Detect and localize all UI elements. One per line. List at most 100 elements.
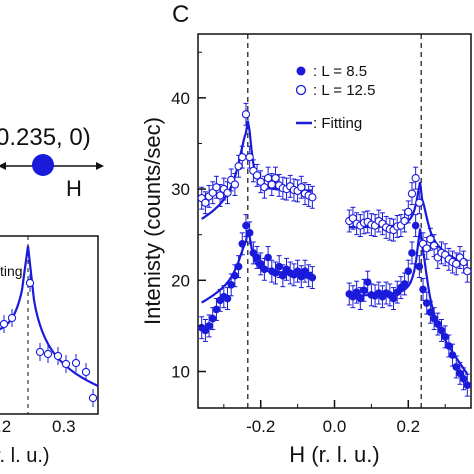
data-point-l125	[463, 267, 472, 276]
y-tick-label: 40	[171, 89, 190, 108]
data-point-l85	[459, 375, 468, 383]
data-point-l85	[234, 262, 243, 271]
axes-ticks: 10 20 30 40 -0.2 0.0 0.2	[171, 51, 446, 436]
left-data-point	[71, 358, 81, 368]
data-point-l125	[223, 188, 232, 197]
legend-marker-l85	[296, 66, 306, 76]
data-point-l125	[308, 193, 317, 202]
y-tick-label: 30	[171, 180, 190, 199]
left-plot-frame	[0, 235, 99, 415]
data-point-l85	[408, 249, 416, 257]
data-point-l85	[363, 278, 372, 286]
data-point-l85	[389, 294, 398, 303]
data-point-l85	[205, 322, 213, 330]
data-point-l85	[264, 253, 272, 262]
left-data-points	[0, 274, 98, 407]
y-tick-label: 20	[171, 271, 190, 290]
data-point-l85	[400, 280, 409, 288]
h-arrow-head-right	[96, 162, 104, 170]
data-point-l85	[415, 262, 424, 271]
x-axis-label: H (r. l. u.)	[289, 442, 379, 467]
data-point-l85	[433, 320, 442, 328]
data-point-l125	[411, 173, 420, 183]
data-point-l125	[407, 189, 417, 198]
data-point-l85	[242, 221, 250, 230]
legend-label-l85: : L = 8.5	[313, 63, 367, 80]
data-point-l125	[260, 183, 269, 192]
data-point-l85	[463, 381, 472, 389]
data-point-l125	[404, 207, 413, 217]
h-axis-label: H	[66, 176, 82, 201]
data-point-l85	[279, 271, 287, 280]
data-point-l85	[208, 314, 217, 323]
data-point-l85	[231, 271, 239, 280]
data-point-l85	[253, 253, 261, 262]
data-point-l85	[223, 294, 232, 303]
left-data-point	[61, 359, 71, 369]
data-point-l85	[212, 305, 221, 314]
left-data-point	[0, 319, 9, 329]
data-point-l85	[456, 369, 464, 378]
data-point-l85	[260, 265, 269, 274]
data-point-l125	[429, 241, 439, 250]
data-point-l125	[241, 110, 251, 119]
data-point-l85	[360, 286, 368, 295]
left-tick-label-2: 0.3	[52, 417, 76, 436]
data-point-l85	[293, 267, 302, 275]
data-point-l125	[415, 198, 424, 207]
data-point-l85	[452, 363, 461, 371]
data-point-l85	[441, 333, 449, 341]
data-point-l85	[422, 299, 431, 307]
left-tick-label-1: .2	[0, 417, 11, 436]
data-point-l85	[411, 221, 420, 230]
data-point-l85	[426, 308, 435, 317]
y-axis-label: Intenisty (counts/sec)	[140, 117, 165, 325]
left-data-point	[53, 351, 63, 361]
data-point-l85	[445, 342, 453, 350]
data-point-l85	[430, 314, 438, 323]
left-panel-fragment: 0.235, 0) H ting .2 0.3 r. l. u.)	[0, 124, 104, 467]
left-fit-curve	[0, 245, 99, 387]
data-point-l125	[238, 152, 247, 162]
data-point-l85	[275, 262, 283, 271]
fit-curve-right	[349, 228, 469, 375]
data-point-l85	[245, 229, 254, 237]
data-point-l85	[256, 260, 265, 268]
h-position-dot	[32, 154, 54, 176]
left-xaxis-fragment: r. l. u.)	[0, 445, 50, 467]
data-point-l125	[245, 152, 254, 162]
legend-label-fitting: : Fitting	[313, 115, 362, 132]
data-series	[197, 102, 472, 397]
data-point-l85	[297, 272, 306, 281]
data-point-l125	[422, 244, 431, 253]
data-point-l85	[448, 351, 457, 359]
left-data-point	[88, 393, 98, 403]
data-point-l125	[230, 180, 240, 189]
left-data-point	[81, 367, 91, 377]
data-point-l85	[271, 269, 280, 277]
panel-c-chart: 10 20 30 40 -0.2 0.0 0.2	[171, 33, 472, 436]
x-tick-label: 0.0	[323, 417, 347, 436]
left-data-point	[35, 347, 45, 357]
legend: : L = 8.5 : L = 12.5 : Fitting	[295, 63, 375, 132]
x-tick-label: -0.2	[246, 417, 275, 436]
h-arrow-head-left	[0, 162, 6, 170]
left-data-point	[7, 313, 17, 323]
data-point-l85	[404, 267, 413, 275]
data-point-l85	[437, 326, 446, 335]
panel-c-label: C	[172, 1, 189, 28]
x-tick-label: 0.2	[396, 417, 420, 436]
left-data-point	[25, 278, 35, 288]
data-point-l125	[459, 257, 468, 267]
data-point-l125	[400, 216, 409, 226]
data-point-l85	[356, 294, 365, 303]
left-legend-fragment: ting	[0, 263, 23, 279]
left-data-point	[43, 349, 53, 359]
data-point-l85	[419, 285, 427, 294]
legend-marker-l125	[295, 84, 307, 96]
data-point-l85	[308, 273, 317, 282]
data-point-l85	[227, 281, 236, 289]
legend-label-l125: : L = 12.5	[313, 82, 375, 99]
data-point-l85	[352, 288, 361, 296]
